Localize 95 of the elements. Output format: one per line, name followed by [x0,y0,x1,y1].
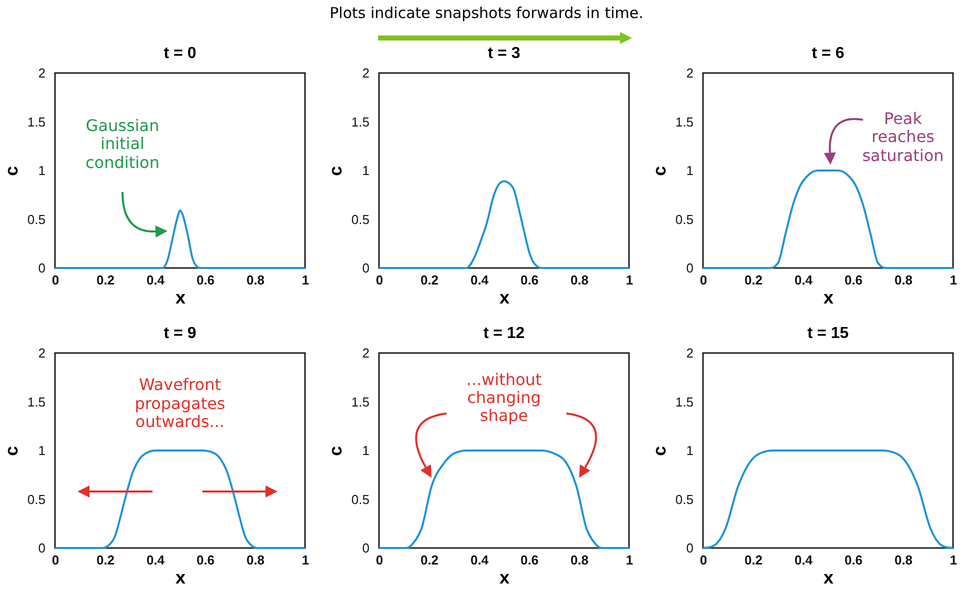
y-tick-label: 0.5 [351,212,370,227]
x-tick-label: 0.6 [844,272,863,288]
x-tick-label: 0.8 [894,552,913,568]
x-tick-label: 1 [950,552,958,568]
annotation: Peak reaches saturation [861,109,945,166]
x-axis-title: x [823,568,834,588]
y-tick-label: 2 [362,66,370,80]
x-tick-label: 0.2 [420,552,439,568]
x-axis-title: x [499,288,510,308]
x-tick-label: 0.6 [520,552,539,568]
y-axis-title: c [649,446,670,456]
x-tick-label: 1 [302,272,310,288]
y-tick-label: 1 [362,163,370,178]
x-tick-label: 0.8 [894,272,913,288]
chart-title: t = 0 [164,45,196,62]
x-tick-label: 0.4 [146,552,166,568]
y-tick-label: 0 [686,260,694,276]
y-tick-label: 2 [38,66,46,80]
line-series [54,450,306,549]
x-tick-label: 0 [52,552,60,568]
line-series [378,180,630,269]
y-tick-label: 0 [38,260,46,276]
x-tick-label: 0.8 [246,552,265,568]
x-tick-label: 1 [626,272,634,288]
y-tick-label: 1 [38,443,46,458]
line-series [378,450,630,549]
x-axis-title: x [823,288,834,308]
y-tick-label: 0.5 [27,212,46,227]
x-tick-label: 0.2 [420,272,439,288]
y-tick-label: 1.5 [27,394,46,410]
y-axis-title: c [1,446,22,456]
line-series [54,209,306,269]
y-tick-label: 1 [38,163,46,178]
x-tick-label: 0.6 [196,272,215,288]
y-axis-title: c [649,166,670,176]
x-tick-label: 0.8 [570,552,589,568]
x-tick-label: 1 [302,552,310,568]
y-tick-label: 0 [686,540,694,556]
annotation: Gaussian initial condition [84,116,160,172]
y-tick-label: 2 [38,346,46,360]
x-tick-label: 0.6 [844,552,863,568]
y-tick-label: 1 [686,443,694,458]
x-tick-label: 0.4 [794,552,814,568]
line-series [702,450,954,549]
y-tick-label: 1.5 [675,394,694,410]
y-tick-label: 0.5 [351,492,370,507]
x-axis-title: x [175,288,186,308]
x-tick-label: 0.8 [570,272,589,288]
x-tick-label: 0 [376,272,384,288]
x-tick-label: 1 [950,272,958,288]
x-tick-label: 0.4 [794,272,814,288]
y-tick-label: 0 [362,540,370,556]
y-tick-label: 1.5 [27,114,46,130]
y-tick-label: 1 [362,443,370,458]
chart-title: t = 9 [164,325,196,342]
x-tick-label: 0.2 [96,552,115,568]
y-tick-label: 0.5 [675,212,694,227]
y-tick-label: 1 [686,163,694,178]
y-tick-label: 0.5 [675,492,694,507]
chart-title: t = 15 [807,325,849,342]
y-axis-title: c [1,166,22,176]
y-tick-label: 0.5 [27,492,46,507]
x-tick-label: 0.6 [520,272,539,288]
x-tick-label: 0.2 [96,272,115,288]
y-tick-label: 2 [686,346,694,360]
x-tick-label: 0.2 [744,272,763,288]
y-tick-label: 1.5 [351,114,370,130]
x-axis-title: x [499,568,510,588]
x-tick-label: 0 [376,552,384,568]
y-axis-title: c [325,446,346,456]
text: Plots indicate snapshots forwards in time. [328,4,644,22]
y-tick-label: 2 [686,66,694,80]
y-tick-label: 0 [38,540,46,556]
x-tick-label: 0 [52,272,60,288]
annotation: Wavefront propagates outwards... [134,375,226,432]
y-tick-label: 2 [362,346,370,360]
x-tick-label: 1 [626,552,634,568]
x-tick-label: 0.8 [246,272,265,288]
line-series [702,170,954,269]
annotation: ...without changing shape [465,370,543,426]
x-axis-title: x [175,568,186,588]
y-tick-label: 0 [362,260,370,276]
x-tick-label: 0.4 [470,272,490,288]
x-tick-label: 0.4 [146,272,166,288]
x-tick-label: 0 [700,552,708,568]
chart-title: t = 3 [488,45,520,62]
y-tick-label: 1.5 [351,394,370,410]
y-axis-title: c [325,166,346,176]
x-tick-label: 0 [700,272,708,288]
x-tick-label: 0.4 [470,552,490,568]
x-tick-label: 0.2 [744,552,763,568]
chart-title: t = 12 [483,325,525,342]
x-tick-label: 0.6 [196,552,215,568]
y-tick-label: 1.5 [675,114,694,130]
chart-title: t = 6 [812,45,844,62]
